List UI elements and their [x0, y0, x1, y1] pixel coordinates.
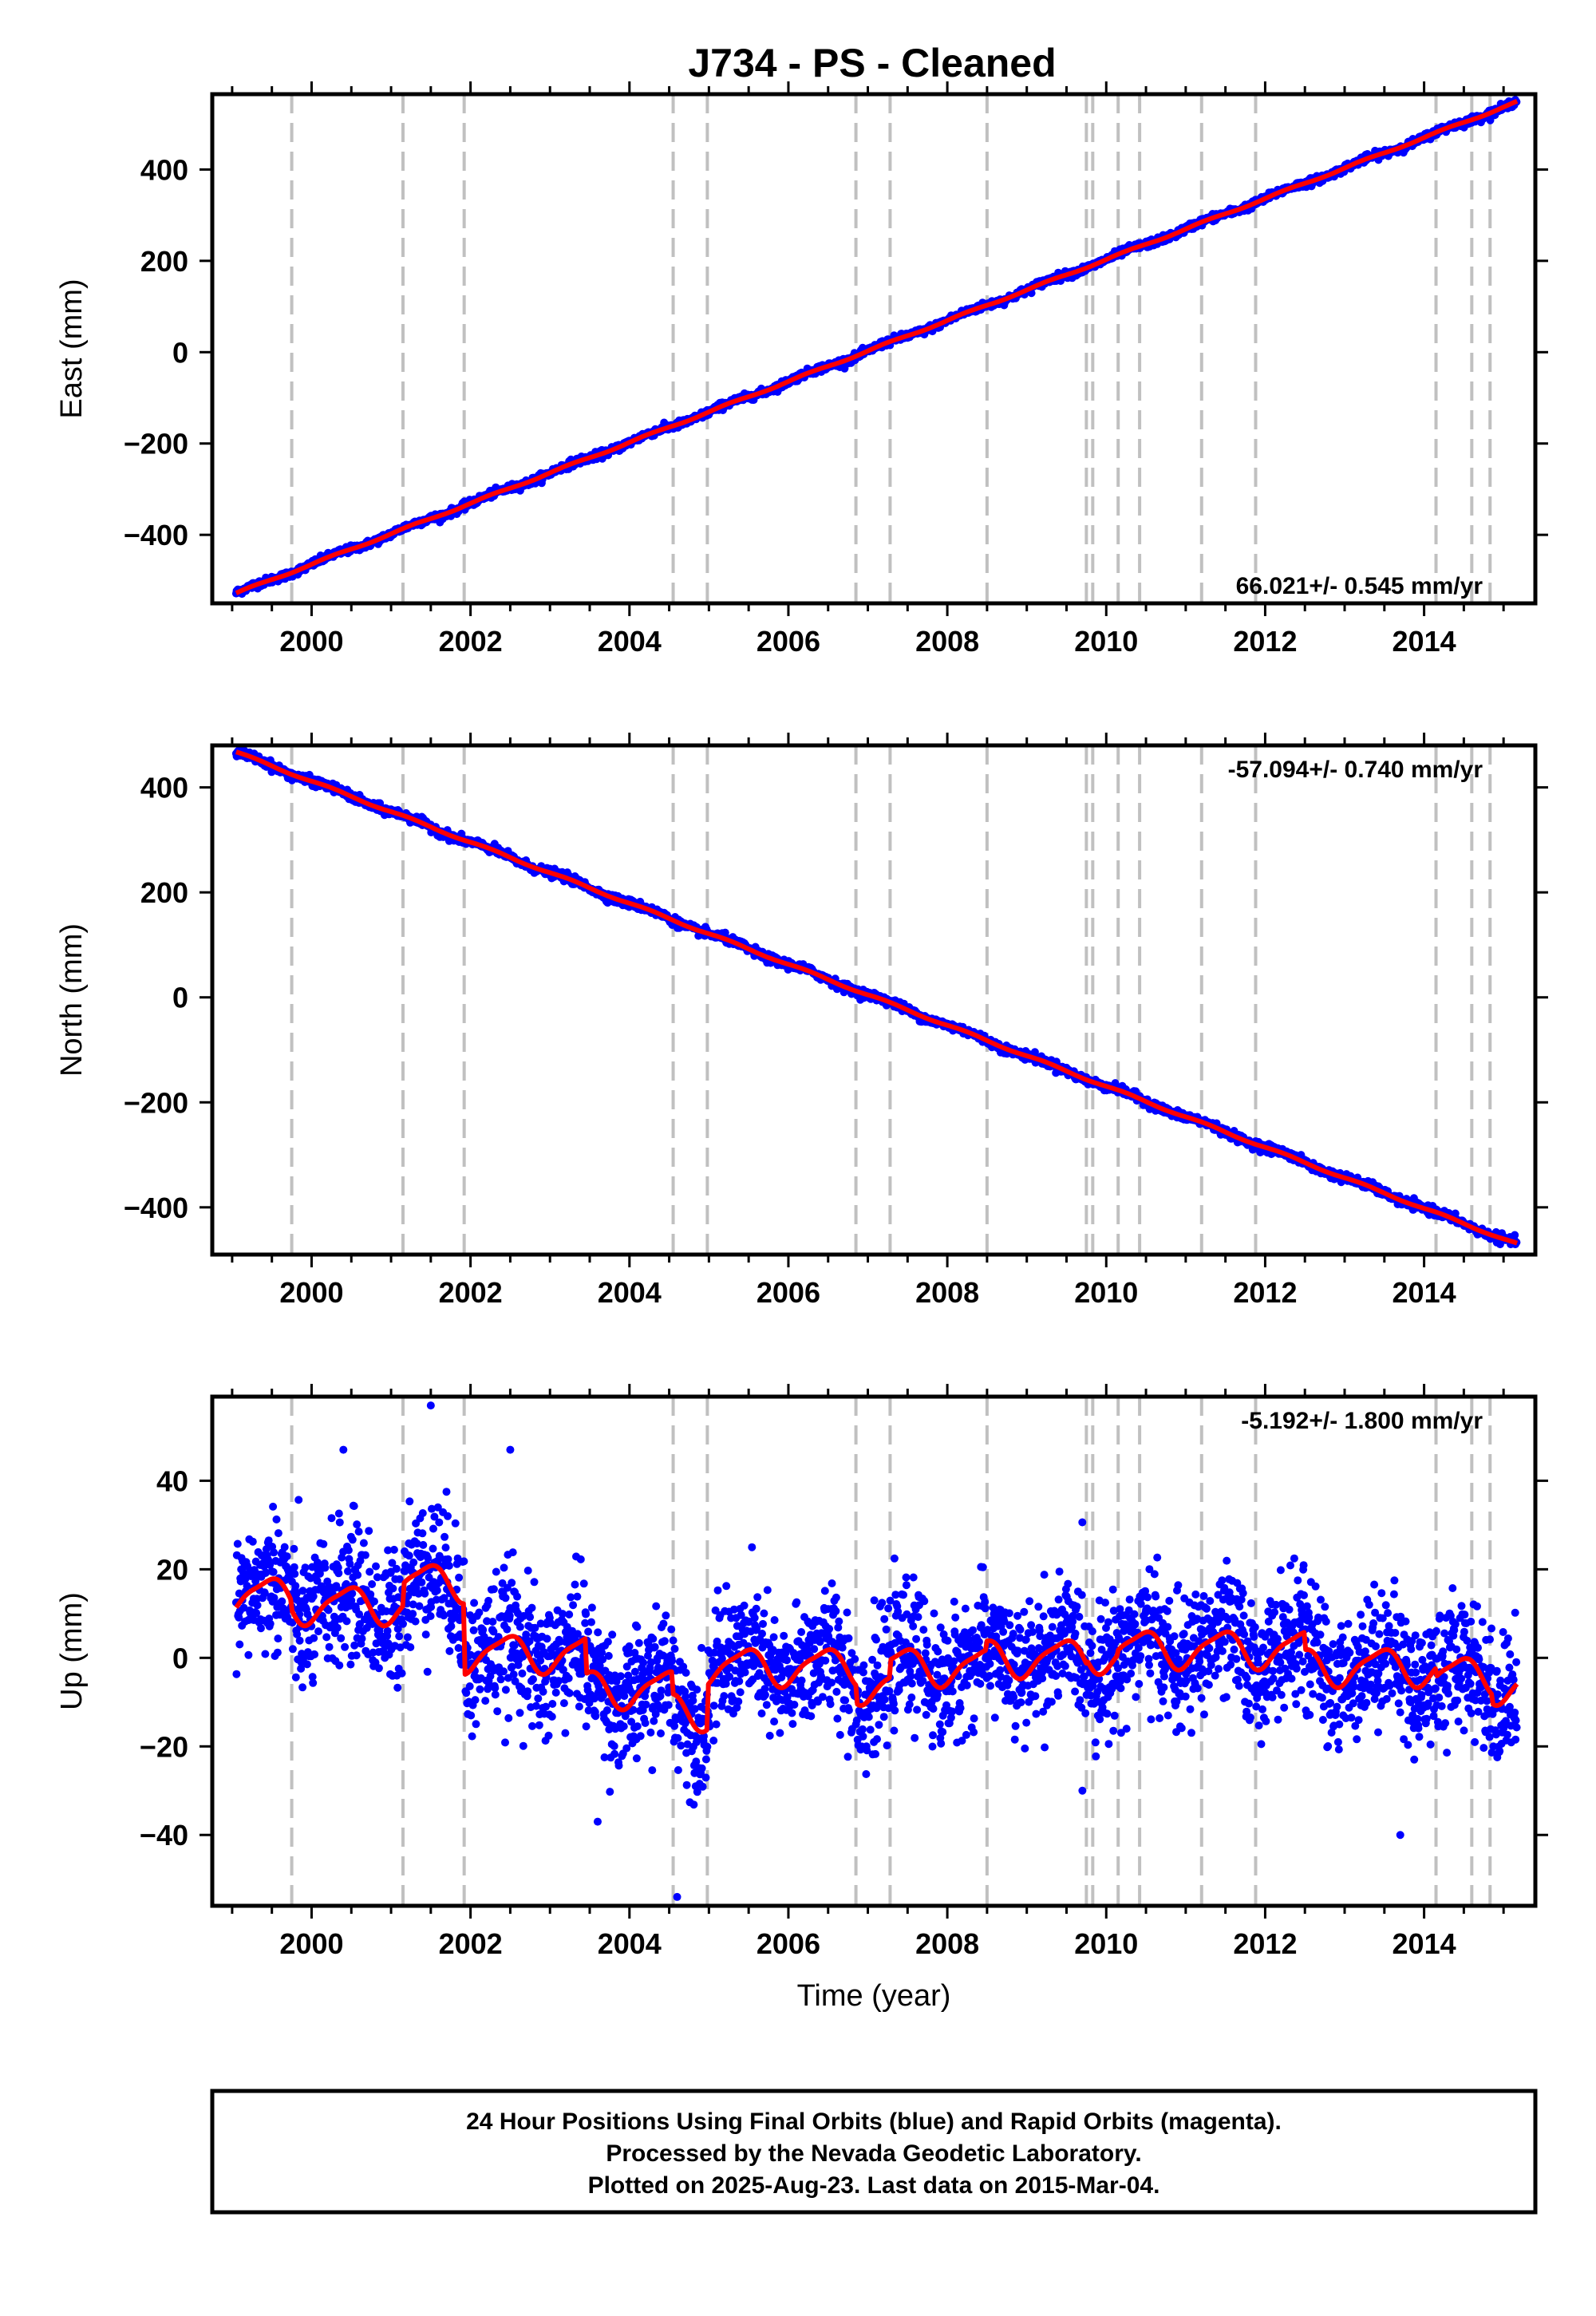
- position-point: [288, 1645, 297, 1654]
- position-point: [325, 1642, 334, 1651]
- y-tick-label: −400: [124, 519, 188, 551]
- position-point: [301, 1563, 310, 1572]
- position-point: [274, 1529, 282, 1538]
- up-position-points: [231, 1401, 1521, 1901]
- position-point: [335, 1518, 344, 1527]
- position-point: [322, 1633, 331, 1642]
- y-tick-label: −400: [124, 1192, 188, 1224]
- x-tick-label: 2006: [757, 1276, 820, 1309]
- x-tick-label: 2000: [279, 625, 343, 658]
- position-point: [269, 1502, 278, 1511]
- position-point: [257, 1624, 265, 1633]
- position-point: [235, 1640, 244, 1649]
- x-tick-label: 2002: [439, 1276, 503, 1309]
- x-tick-label: 2000: [279, 1276, 343, 1309]
- model-fit-line: [235, 749, 1519, 1246]
- position-point: [233, 1539, 242, 1548]
- x-tick-label: 2002: [439, 625, 503, 658]
- x-tick-label: 2014: [1393, 1276, 1456, 1309]
- position-point: [324, 1606, 333, 1614]
- position-point: [1511, 1231, 1519, 1239]
- position-point: [327, 1514, 336, 1523]
- position-point: [244, 1650, 253, 1659]
- x-tick-label: 2006: [757, 625, 820, 658]
- x-tick-label: 2014: [1393, 625, 1456, 658]
- position-point: [314, 1627, 322, 1636]
- position-point: [334, 1509, 343, 1518]
- position-point: [274, 1634, 282, 1643]
- position-point: [269, 1567, 278, 1576]
- y-tick-label: 0: [172, 336, 188, 369]
- east-model-line: [235, 98, 1519, 595]
- position-point: [298, 1587, 307, 1595]
- position-point: [310, 1650, 319, 1658]
- y-tick-label: 200: [140, 876, 188, 909]
- x-tick-label: 2004: [598, 625, 662, 658]
- chart-title: J734 - PS - Cleaned: [688, 41, 1056, 85]
- position-point: [335, 1661, 344, 1670]
- x-tick-label: 2004: [598, 1276, 662, 1309]
- y-tick-label: 0: [172, 982, 188, 1014]
- position-point: [272, 1515, 281, 1524]
- position-point: [290, 1570, 299, 1579]
- position-point: [280, 1543, 289, 1551]
- north-y-axis-label: North (mm): [55, 923, 89, 1077]
- position-point: [290, 1544, 298, 1553]
- east-rate-label: 66.021+/- 0.545 mm/yr: [1236, 573, 1483, 599]
- position-point: [291, 1582, 300, 1591]
- position-point: [295, 1636, 304, 1645]
- position-point: [270, 1548, 279, 1557]
- position-point: [319, 1539, 328, 1548]
- position-point: [309, 1678, 318, 1687]
- position-point: [310, 1634, 318, 1642]
- position-point: [266, 1619, 275, 1628]
- position-point: [333, 1623, 342, 1632]
- north-rate-label: -57.094+/- 0.740 mm/yr: [1228, 757, 1483, 783]
- y-tick-label: −200: [124, 1086, 188, 1119]
- x-tick-label: 2012: [1233, 1276, 1297, 1309]
- x-tick-label: 2010: [1074, 625, 1138, 658]
- position-point: [334, 1569, 343, 1578]
- position-point: [273, 1648, 282, 1657]
- east-y-axis-label: East (mm): [55, 279, 89, 418]
- x-tick-label: 2008: [915, 1276, 979, 1309]
- position-point: [253, 1601, 262, 1610]
- model-fit-line: [235, 98, 1519, 595]
- east-panel: 2000 2002 2004 2006 2008 2010 2012 2014−400−200…: [55, 81, 1548, 658]
- x-tick-label: 2010: [1074, 1276, 1138, 1309]
- north-panel: 2000 2002 2004 2006 2008 2010 2012 2014−400−200…: [55, 733, 1548, 1309]
- position-point: [261, 1650, 270, 1658]
- y-tick-label: 400: [140, 153, 188, 186]
- position-point: [248, 1537, 257, 1546]
- position-point: [294, 1496, 303, 1504]
- up-panel: 2000 2002 2004 2006 2008 2010 2012 2014−40−2002…: [55, 1384, 1548, 1960]
- y-tick-label: −200: [124, 428, 188, 460]
- x-tick-label: 2008: [915, 625, 979, 658]
- position-point: [298, 1683, 307, 1692]
- y-tick-label: 200: [140, 245, 188, 278]
- position-point: [291, 1673, 300, 1682]
- x-tick-label: 2012: [1233, 625, 1297, 658]
- y-tick-label: 400: [140, 772, 188, 804]
- position-point: [321, 1563, 330, 1572]
- position-point: [302, 1660, 311, 1669]
- position-point: [232, 1670, 241, 1678]
- position-point: [278, 1597, 286, 1606]
- north-model-line: [235, 749, 1519, 1246]
- position-point: [282, 1552, 291, 1561]
